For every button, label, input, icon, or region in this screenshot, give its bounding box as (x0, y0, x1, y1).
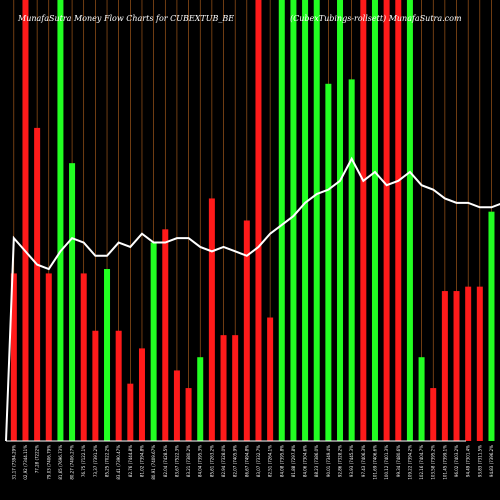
x-tick-label-41: 93.83 (7311.5% (477, 445, 482, 477)
bar-4 (45, 273, 52, 441)
x-tick-label-29: 92.86 (7328.2% (338, 445, 343, 477)
x-tick-label-16: 83.21 (7380.2% (186, 445, 191, 477)
x-tick-label-30: 93.93 (7445.3% (349, 445, 354, 477)
bar-18 (208, 198, 215, 441)
x-tick-label-10: 83.41 (7390.47% (116, 445, 121, 480)
x-tick-label-22: 83,07 (7332.7% (256, 445, 261, 477)
bar-1 (10, 273, 17, 441)
x-tick-label-23: 82.51 (7264.1% (268, 445, 273, 477)
x-tick-label-14: 82.04 (7428.5% (163, 445, 168, 477)
x-tick-label-35: 109.22 (7394.2% (407, 445, 412, 480)
bar-32 (371, 0, 378, 441)
bar-42 (488, 211, 495, 441)
x-tick-label-40: 94.49 (7301.4% (466, 445, 471, 477)
bar-10 (115, 330, 122, 441)
x-tick-label-39: 96.02 (7403.2% (454, 445, 459, 477)
bar-22 (255, 0, 262, 441)
x-tick-label-15: 83,67 (7522.3% (174, 445, 179, 477)
bar-24 (278, 0, 285, 441)
bar-6 (69, 163, 76, 442)
x-tick-label-5: 81,65 (7696.73% (58, 445, 63, 480)
bar-31 (360, 0, 367, 441)
x-tick-label-38: 101.45 (7399.1% (442, 445, 447, 480)
bar-33 (383, 0, 390, 441)
bar-16 (185, 388, 192, 441)
bar-39 (453, 291, 460, 441)
x-tick-label-4: 79.03 (7406.79% (46, 445, 51, 480)
bar-25 (290, 0, 297, 441)
bar-20 (232, 335, 239, 441)
bar-41 (476, 286, 483, 441)
bar-23 (267, 317, 274, 441)
bar-27 (313, 0, 320, 441)
chart-title: MunafaSutra Money Flow Charts for CUBEXT… (17, 14, 234, 23)
bar-34 (395, 0, 402, 441)
bar-15 (173, 370, 180, 441)
x-tick-label-27: 88.23 (7386.0% (314, 445, 319, 477)
bar-38 (441, 291, 448, 441)
bar-2 (22, 0, 29, 441)
bar-17 (197, 357, 204, 441)
x-tick-label-26: 84.06 (7304.6% (303, 445, 308, 477)
x-tick-label-33: 100.12 (7401.3% (384, 445, 389, 480)
x-tick-label-6: 80,27 (7406.27% (70, 445, 75, 480)
money-flow-line (5, 156, 500, 442)
bar-40 (465, 286, 472, 441)
x-tick-label-28: 90.01 (7349.4% (326, 445, 331, 477)
bar-7 (80, 273, 87, 441)
x-tick-label-2: 02,92 (7344.11% (23, 445, 28, 480)
x-tick-label-21: 86,67 (7494.8% (244, 445, 249, 477)
x-tick-label-36: 102.16 (7404.7% (419, 445, 424, 480)
x-tick-label-17: 84.04 (7395.3% (198, 445, 203, 477)
x-tick-label-42: 94.83 (7396.2% (489, 445, 494, 477)
bar-9 (104, 269, 111, 441)
bar-37 (430, 388, 437, 441)
bar-19 (220, 335, 227, 441)
bar-21 (243, 220, 250, 441)
bar-36 (418, 357, 425, 441)
x-tick-labels: 31,17 (7394.29% 02,92 (7344.11% 77.28 (722… (11, 445, 494, 480)
bar-3 (34, 127, 41, 441)
bar-26 (302, 0, 309, 441)
x-tick-label-13: 80.91 (7409.67% (151, 445, 156, 480)
x-tick-label-9: 85,25 (7022.2% (105, 445, 110, 477)
x-tick-label-31: 97.43 (7406.3% (361, 445, 366, 477)
bar-8 (92, 330, 99, 441)
x-tick-label-24: 84.08 (7395.8% (279, 445, 284, 477)
x-tick-label-18: 85,61 (7263.2% (209, 445, 214, 477)
x-tick-label-20: 82,07 (7405.9% (233, 445, 238, 477)
x-tick-label-3: 77.28 (7222% (35, 445, 40, 473)
bar-12 (138, 348, 145, 441)
bar-30 (348, 79, 355, 441)
x-tick-label-34: 99.34 (7480.6% (396, 445, 401, 477)
x-tick-label-7: 76.75 (7122.1% (81, 445, 86, 477)
bar-5 (57, 0, 64, 441)
bar-14 (162, 229, 169, 441)
bar-13 (150, 242, 157, 441)
x-tick-label-11: 82.76 (7444.8% (128, 445, 133, 477)
x-tick-label-25: 81.88 (7297.8% (291, 445, 296, 477)
x-tick-label-12: 81.02 (7394.8% (139, 445, 144, 477)
x-tick-label-32: 101.69 (7406.6% (372, 445, 377, 480)
bar-35 (406, 0, 413, 441)
chart-subtitle: (CubexTubings-rollsett) MunafaSutra.com (290, 14, 462, 23)
bar-11 (127, 383, 134, 441)
x-tick-label-37: 103.58 (7395.2% (431, 445, 436, 480)
x-tick-label-8: 73,37 (7391.2% (93, 445, 98, 477)
bars (10, 0, 495, 442)
x-tick-label-1: 31,17 (7394.29% (11, 445, 16, 480)
x-tick-label-19: 82.94 (7328.0% (221, 445, 226, 477)
bar-29 (337, 0, 344, 441)
bar-28 (325, 83, 332, 441)
